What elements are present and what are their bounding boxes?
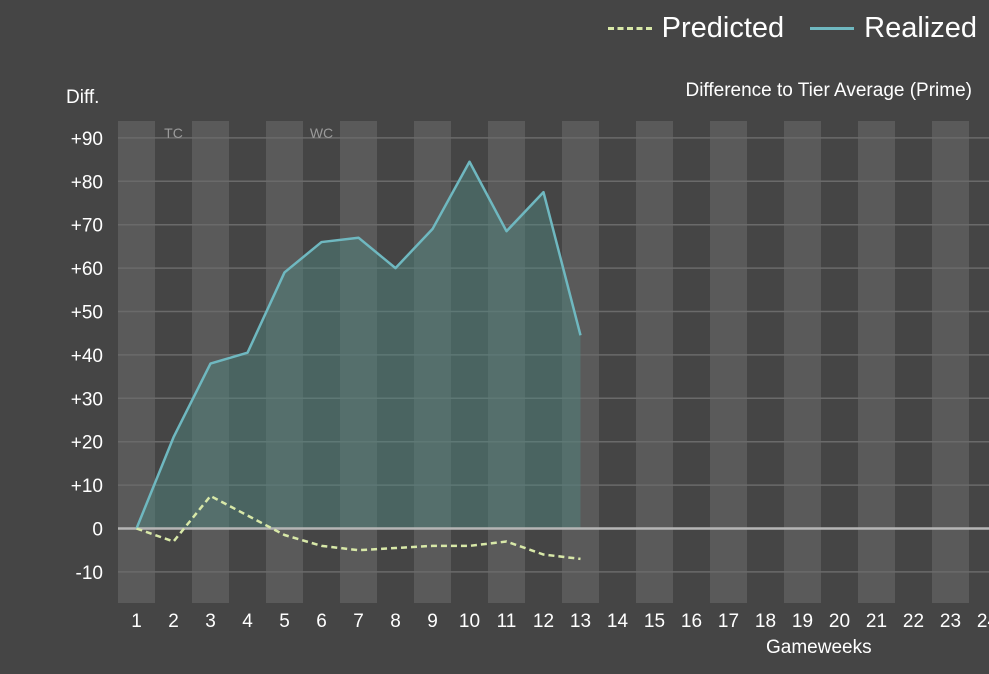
- gameweek-band: [858, 121, 895, 603]
- gameweek-band: [932, 121, 969, 603]
- predicted-point: [505, 540, 509, 544]
- gameweek-band: [636, 121, 673, 603]
- x-tick-label: 6: [316, 611, 327, 632]
- realized-point: [468, 160, 472, 164]
- x-tick-label: 21: [866, 611, 887, 632]
- y-tick-label: +90: [71, 129, 103, 150]
- x-axis-label: Gameweeks: [766, 637, 872, 658]
- gameweek-band: [562, 121, 599, 603]
- legend-swatch-predicted: [607, 27, 652, 30]
- y-tick-label: +30: [71, 389, 103, 410]
- x-tick-label: 15: [644, 611, 665, 632]
- x-tick-label: 18: [755, 611, 776, 632]
- gameweek-band: [118, 121, 155, 603]
- x-tick-label: 3: [205, 611, 216, 632]
- realized-point: [505, 229, 509, 233]
- realized-point: [542, 190, 546, 194]
- y-tick-label: +80: [71, 172, 103, 193]
- predicted-point: [394, 546, 398, 550]
- realized-point: [394, 266, 398, 270]
- x-tick-label: 9: [427, 611, 438, 632]
- realized-point: [172, 435, 176, 439]
- legend-label-predicted: Predicted: [661, 12, 785, 44]
- x-tick-label: 23: [940, 611, 961, 632]
- x-tick-label: 13: [570, 611, 591, 632]
- y-tick-label: 0: [92, 520, 103, 541]
- realized-point: [431, 227, 435, 231]
- x-tick-label: 16: [681, 611, 702, 632]
- realized-line: [135, 160, 582, 529]
- predicted-point: [542, 553, 546, 557]
- x-tick-label: 2: [168, 611, 179, 632]
- predicted-point: [283, 533, 287, 537]
- x-tick-label: 14: [607, 611, 629, 632]
- y-axis-label: Diff.: [66, 87, 100, 108]
- predicted-point: [172, 540, 176, 544]
- predicted-point: [246, 513, 250, 517]
- legend-item-realized[interactable]: Realized: [810, 12, 977, 45]
- y-tick-label: +20: [71, 433, 103, 454]
- gameweek-band: [266, 121, 303, 603]
- y-tick-label: +70: [71, 216, 103, 237]
- y-tick-label: +40: [71, 346, 103, 367]
- predicted-point: [579, 557, 583, 561]
- y-tick-label: +50: [71, 303, 103, 324]
- x-tick-label: 10: [459, 611, 480, 632]
- gameweek-band: [340, 121, 377, 603]
- x-tick-label: 19: [792, 611, 813, 632]
- realized-point: [209, 362, 213, 366]
- predicted-point: [135, 527, 139, 531]
- gameweek-band: [414, 121, 451, 603]
- x-tick-label: 22: [903, 611, 924, 632]
- x-tick-label: 1: [131, 611, 142, 632]
- x-tick-label: 4: [242, 611, 253, 632]
- gameweek-band: [784, 121, 821, 603]
- legend-swatch-realized: [810, 27, 855, 30]
- legend-label-realized: Realized: [864, 12, 977, 44]
- realized-point: [357, 236, 361, 240]
- x-tick-label: 20: [829, 611, 850, 632]
- predicted-point: [320, 544, 324, 548]
- chart-title: Difference to Tier Average (Prime): [685, 80, 972, 101]
- predicted-point: [209, 494, 213, 498]
- gameweek-band: [488, 121, 525, 603]
- y-tick-label: +10: [71, 476, 103, 497]
- gameweek-band: [192, 121, 229, 603]
- y-tick-label: -10: [76, 563, 103, 584]
- event-marker-label: TC: [164, 125, 183, 141]
- x-tick-label: 24: [977, 611, 989, 632]
- y-tick-label: +60: [71, 259, 103, 280]
- predicted-point: [357, 548, 361, 552]
- legend: Predicted Realized: [607, 12, 977, 45]
- realized-area: [136, 161, 581, 529]
- predicted-point: [468, 544, 472, 548]
- realized-point: [246, 351, 250, 355]
- x-tick-label: 8: [390, 611, 401, 632]
- x-tick-label: 11: [497, 611, 517, 632]
- legend-item-predicted[interactable]: Predicted: [607, 12, 785, 45]
- gameweek-band: [710, 121, 747, 603]
- realized-point: [579, 333, 583, 337]
- predicted-point: [431, 544, 435, 548]
- predicted-line: [136, 494, 581, 561]
- x-tick-label: 17: [718, 611, 739, 632]
- x-tick-label: 5: [279, 611, 290, 632]
- realized-point: [320, 240, 324, 244]
- x-tick-label: 7: [353, 611, 364, 632]
- realized-point: [283, 270, 287, 274]
- event-marker-label: WC: [310, 125, 333, 141]
- x-tick-label: 12: [533, 611, 554, 632]
